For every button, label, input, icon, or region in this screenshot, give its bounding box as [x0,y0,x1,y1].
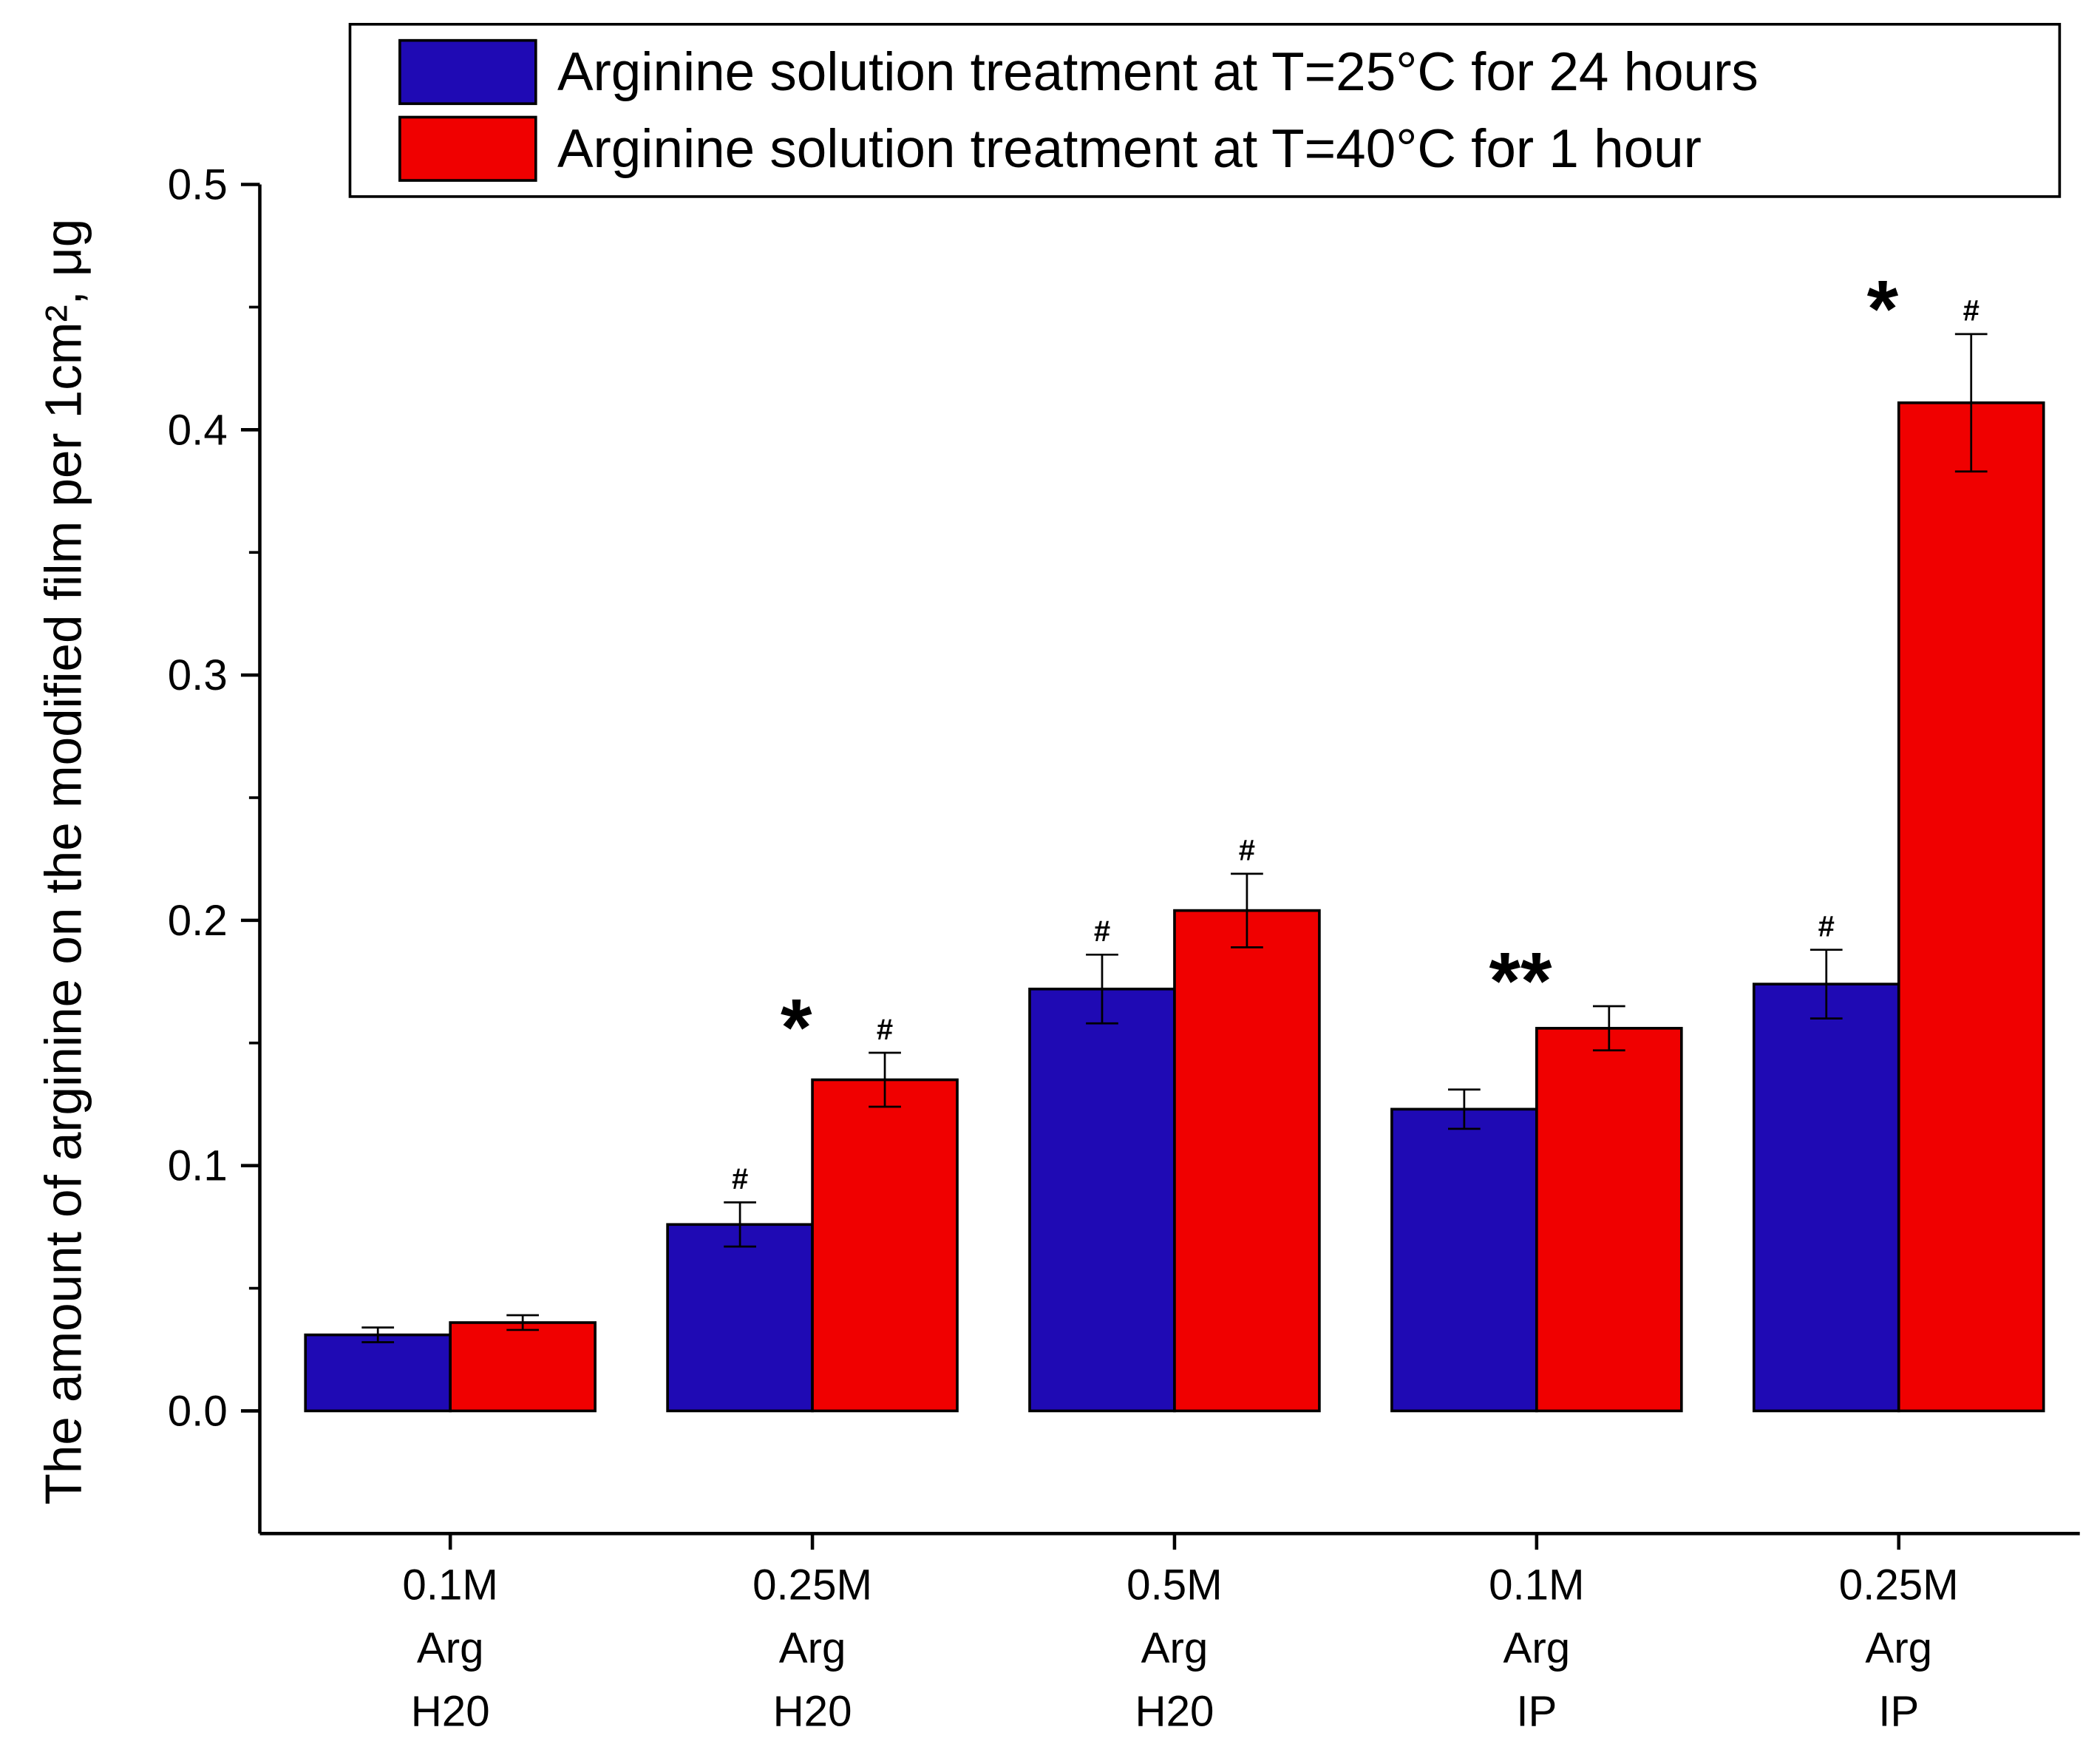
x-tick-label: IP [1516,1688,1557,1736]
x-tick-label: 0.5M [1127,1561,1223,1609]
legend-swatch [398,38,537,106]
x-tick-label: 0.25M [1839,1561,1959,1609]
bar [449,1321,597,1413]
y-tick-label: 0.1 [168,1142,228,1190]
bar [666,1223,814,1413]
x-tick-label: H20 [411,1688,490,1736]
x-tick-label: IP [1878,1688,1919,1736]
legend-label: Arginine solution treatment at T=25°C fo… [557,42,1759,102]
x-tick-label: 0.25M [752,1561,872,1609]
bar [1752,983,1900,1413]
y-tick-label: 0.2 [168,897,228,945]
x-tick-label: Arg [779,1624,846,1672]
bar [1390,1107,1538,1413]
y-tick-label: 0.5 [168,161,228,209]
x-tick-label: Arg [1141,1624,1209,1672]
legend-box [348,22,2062,198]
bar [1897,401,2045,1413]
x-tick-label: Arg [1503,1624,1571,1672]
x-tick-label: H20 [1135,1688,1214,1736]
significance-star: ** [1489,937,1552,1027]
y-axis-label: The amount of arginine on the modified f… [34,219,92,1505]
significance-marker: # [1963,295,1980,328]
significance-marker: # [1818,910,1835,943]
bar [304,1333,452,1413]
significance-marker: # [1239,835,1255,867]
y-tick-label: 0.3 [168,651,228,699]
significance-star: * [781,983,812,1073]
significance-star: * [1867,265,1899,355]
legend-label: Arginine solution treatment at T=40°C fo… [557,119,1702,179]
x-tick-label: Arg [1865,1624,1932,1672]
y-tick-label: 0.4 [168,406,228,454]
x-tick-label: H20 [773,1688,852,1736]
bar [1173,909,1321,1413]
significance-marker: # [732,1163,748,1195]
bar [1028,987,1176,1413]
significance-marker: # [877,1014,893,1046]
x-tick-label: Arg [417,1624,484,1672]
legend-swatch [398,115,537,182]
bar [1535,1027,1683,1413]
bar [811,1078,959,1413]
y-tick-label: 0.0 [168,1387,228,1435]
x-tick-label: 0.1M [1489,1561,1585,1609]
significance-marker: # [1094,915,1110,948]
x-tick-label: 0.1M [402,1561,498,1609]
